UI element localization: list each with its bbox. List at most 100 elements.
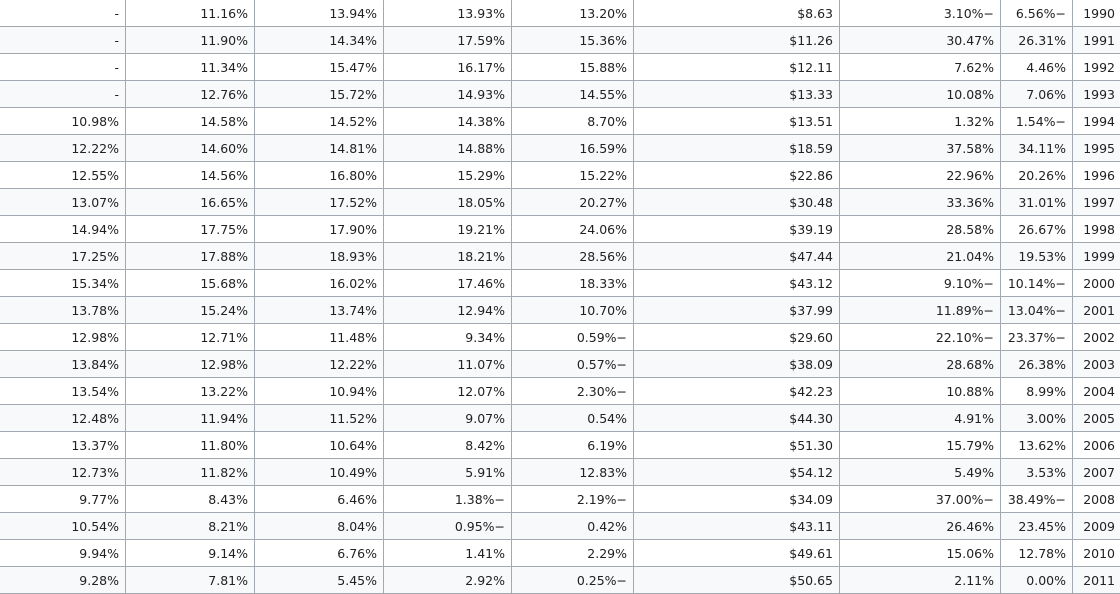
table-cell: 13.04%− xyxy=(1001,297,1073,324)
year-cell: 2002 xyxy=(1073,324,1120,351)
table-cell: 15.34% xyxy=(0,270,126,297)
table-cell: 10.64% xyxy=(255,432,384,459)
table-cell: 8.43% xyxy=(126,486,255,513)
table-cell: 6.56%− xyxy=(1001,0,1073,27)
table-cell: 15.36% xyxy=(512,27,634,54)
table-cell: 14.52% xyxy=(255,108,384,135)
table-cell: 20.26% xyxy=(1001,162,1073,189)
table-cell: 14.93% xyxy=(384,81,512,108)
table-cell: 11.52% xyxy=(255,405,384,432)
table-cell: 14.56% xyxy=(126,162,255,189)
table-cell: 18.93% xyxy=(255,243,384,270)
table-cell: $38.09 xyxy=(634,351,840,378)
table-cell: 13.54% xyxy=(0,378,126,405)
table-cell: 13.93% xyxy=(384,0,512,27)
table-cell: 2.92% xyxy=(384,567,512,594)
table-cell: 11.48% xyxy=(255,324,384,351)
table-cell: 16.80% xyxy=(255,162,384,189)
table-cell: 10.98% xyxy=(0,108,126,135)
table-cell: 12.78% xyxy=(1001,540,1073,567)
table-cell: 26.46% xyxy=(840,513,1001,540)
table-cell: 23.37%− xyxy=(1001,324,1073,351)
table-cell: - xyxy=(0,27,126,54)
table-cell: 6.76% xyxy=(255,540,384,567)
table-cell: $22.86 xyxy=(634,162,840,189)
table-cell: 11.90% xyxy=(126,27,255,54)
table-cell: 1.32% xyxy=(840,108,1001,135)
year-cell: 1993 xyxy=(1073,81,1120,108)
table-cell: 18.05% xyxy=(384,189,512,216)
table-cell: $8.63 xyxy=(634,0,840,27)
table-cell: 17.88% xyxy=(126,243,255,270)
table-cell: 11.34% xyxy=(126,54,255,81)
table-cell: $43.11 xyxy=(634,513,840,540)
table-cell: 7.06% xyxy=(1001,81,1073,108)
table-cell: 16.02% xyxy=(255,270,384,297)
table-cell: 1.38%− xyxy=(384,486,512,513)
table-cell: 0.42% xyxy=(512,513,634,540)
table-cell: 10.70% xyxy=(512,297,634,324)
table-cell: 30.47% xyxy=(840,27,1001,54)
table-cell: $11.26 xyxy=(634,27,840,54)
table-cell: 2.29% xyxy=(512,540,634,567)
table-cell: 12.71% xyxy=(126,324,255,351)
year-cell: 1992 xyxy=(1073,54,1120,81)
year-cell: 1994 xyxy=(1073,108,1120,135)
year-cell: 1997 xyxy=(1073,189,1120,216)
table-cell: 22.10%− xyxy=(840,324,1001,351)
table-cell: 12.83% xyxy=(512,459,634,486)
table-cell: 10.08% xyxy=(840,81,1001,108)
year-cell: 1998 xyxy=(1073,216,1120,243)
table-cell: 12.22% xyxy=(0,135,126,162)
year-cell: 2009 xyxy=(1073,513,1120,540)
table-cell: 14.55% xyxy=(512,81,634,108)
table-cell: 33.36% xyxy=(840,189,1001,216)
table-cell: 5.45% xyxy=(255,567,384,594)
table-cell: 8.42% xyxy=(384,432,512,459)
table-cell: $42.23 xyxy=(634,378,840,405)
table-cell: 18.21% xyxy=(384,243,512,270)
table-cell: 12.48% xyxy=(0,405,126,432)
table-cell: 3.00% xyxy=(1001,405,1073,432)
table-cell: 13.07% xyxy=(0,189,126,216)
table-cell: 12.76% xyxy=(126,81,255,108)
table-cell: 14.38% xyxy=(384,108,512,135)
table-cell: $13.33 xyxy=(634,81,840,108)
table-cell: 13.74% xyxy=(255,297,384,324)
table-cell: 15.47% xyxy=(255,54,384,81)
table-cell: 24.06% xyxy=(512,216,634,243)
year-cell: 2000 xyxy=(1073,270,1120,297)
table-cell: $44.30 xyxy=(634,405,840,432)
table-cell: 13.22% xyxy=(126,378,255,405)
table-cell: 16.65% xyxy=(126,189,255,216)
table-cell: 8.99% xyxy=(1001,378,1073,405)
table-cell: $39.19 xyxy=(634,216,840,243)
year-cell: 2010 xyxy=(1073,540,1120,567)
table-cell: 11.94% xyxy=(126,405,255,432)
table-cell: 23.45% xyxy=(1001,513,1073,540)
table-cell: 15.88% xyxy=(512,54,634,81)
table-cell: 0.57%− xyxy=(512,351,634,378)
table-cell: $29.60 xyxy=(634,324,840,351)
table-cell: 0.54% xyxy=(512,405,634,432)
table-cell: 0.00% xyxy=(1001,567,1073,594)
table-cell: 10.54% xyxy=(0,513,126,540)
year-cell: 1991 xyxy=(1073,27,1120,54)
year-cell: 2006 xyxy=(1073,432,1120,459)
table-cell: 8.04% xyxy=(255,513,384,540)
table-cell: 12.94% xyxy=(384,297,512,324)
table-cell: 9.94% xyxy=(0,540,126,567)
